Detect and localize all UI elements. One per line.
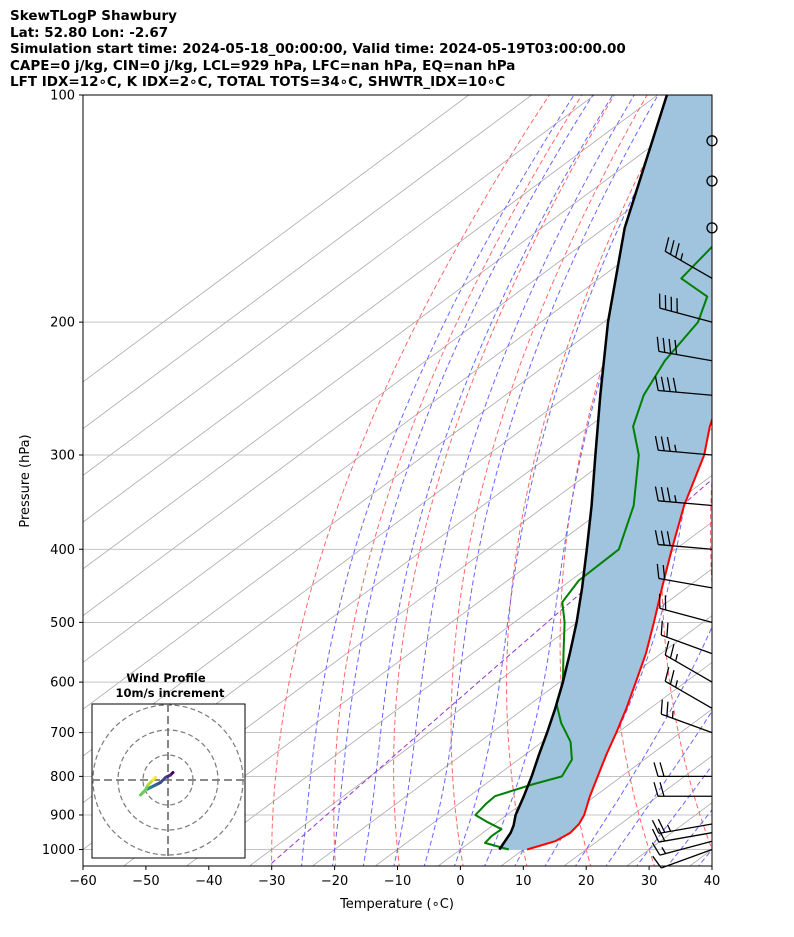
x-tick-label: −40: [195, 874, 222, 889]
y-tick-label: 300: [50, 448, 75, 463]
wind-barb: [656, 563, 713, 589]
wind-barb: [658, 293, 713, 323]
x-tick-label: −10: [384, 874, 411, 889]
x-tick-label: 0: [456, 874, 464, 889]
wind-barb: [660, 620, 713, 655]
mixing-ratio-line: [267, 478, 712, 866]
y-tick-label: 200: [50, 316, 75, 331]
isotherm-line: [248, 521, 712, 866]
dry-adiabat-line: [757, 78, 794, 868]
moist-adiabat-line: [332, 95, 594, 866]
wind-barb: [651, 827, 713, 843]
wind-barb: [652, 848, 713, 869]
wind-barb: [664, 237, 713, 279]
y-tick-label: 1000: [42, 843, 75, 858]
x-tick-label: −30: [258, 874, 285, 889]
location-line: Lat: 52.80 Lon: -2.67: [10, 24, 169, 41]
wind-barb: [658, 593, 713, 624]
y-tick-label: 400: [50, 543, 75, 558]
y-tick-label: 800: [50, 770, 75, 785]
dry-adiabat-line: [506, 95, 681, 866]
wind-barb: [654, 435, 713, 456]
calm-wind-marker: [706, 135, 718, 147]
hodograph-title: Wind Profile: [126, 671, 206, 685]
index-line: LFT IDX=12∘C, K IDX=2∘C, TOTAL TOTS=34∘C…: [10, 74, 506, 91]
moist-adiabat-line: [393, 95, 635, 866]
wind-barb: [660, 699, 713, 734]
moist-adiabat-line: [666, 809, 712, 866]
wind-barb: [651, 818, 713, 834]
isotherm-line: [185, 474, 712, 866]
moist-adiabat-line: [362, 95, 614, 866]
wind-barb: [654, 376, 713, 396]
cape-line: CAPE=0 j/kg, CIN=0 j/kg, LCL=929 hPa, LF…: [10, 57, 516, 74]
moist-adiabat-line: [423, 95, 659, 866]
dry-adiabat-line: [709, 472, 712, 592]
y-tick-label: 700: [50, 726, 75, 741]
moist-adiabat-line: [605, 710, 712, 866]
isotherm-line: [83, 100, 712, 570]
isotherm-line: [83, 95, 596, 476]
dry-adiabat-line: [393, 95, 615, 866]
chart-title: SkewTLogP Shawbury: [10, 8, 177, 24]
wind-barb: [651, 840, 713, 856]
wind-barb: [653, 762, 712, 778]
dewpoint-profile-line: [474, 245, 712, 851]
wind-barb: [654, 486, 713, 507]
isotherm-line: [83, 95, 533, 430]
moist-adiabat-line: [453, 95, 686, 866]
calm-wind-marker: [706, 222, 718, 234]
moist-adiabat-line: [484, 102, 712, 866]
isotherm-line: [500, 708, 712, 866]
dry-adiabat-line: [450, 95, 648, 866]
y-tick-label: 600: [50, 676, 75, 691]
x-tick-label: −50: [132, 874, 159, 889]
cin-cape-shading: [499, 95, 712, 850]
x-tick-label: −20: [321, 874, 348, 889]
isotherm-line: [83, 241, 712, 710]
hodograph-segment: [151, 776, 157, 782]
parcel-profile-line: [498, 95, 669, 851]
x-tick-label: 10: [515, 874, 532, 889]
y-tick-label: 100: [50, 89, 75, 104]
wind-barb: [653, 782, 712, 797]
moist-adiabat-line: [636, 764, 712, 866]
temperature-profile-line: [526, 416, 712, 851]
chart-header: SkewTLogP Shawbury Lat: 52.80 Lon: -2.67…: [10, 8, 626, 91]
calm-wind-marker: [706, 175, 718, 187]
x-axis-label: Temperature (∘C): [339, 897, 454, 912]
wind-barb: [656, 336, 713, 362]
x-tick-label: 40: [704, 874, 721, 889]
x-tick-label: −60: [69, 874, 96, 889]
isotherm-line: [311, 568, 712, 866]
isotherm-line: [83, 95, 659, 523]
wind-barb: [664, 640, 713, 683]
y-tick-label: 500: [50, 616, 75, 631]
y-axis-label: Pressure (hPa): [18, 434, 33, 527]
dry-adiabat-line: [559, 95, 712, 866]
dry-adiabat-line: [271, 95, 550, 866]
wind-barb: [654, 530, 713, 550]
x-tick-label: 30: [641, 874, 658, 889]
wind-barb: [664, 667, 713, 709]
moist-adiabat-line: [574, 625, 712, 866]
isotherm-line: [83, 95, 470, 383]
x-tick-label: 20: [578, 874, 595, 889]
isotherm-line: [374, 615, 712, 866]
y-tick-label: 900: [50, 808, 75, 823]
moist-adiabat-line: [301, 95, 575, 866]
time-line: Simulation start time: 2024-05-18_00:00:…: [10, 41, 626, 58]
hodograph-subtitle: 10m/s increment: [116, 686, 225, 700]
